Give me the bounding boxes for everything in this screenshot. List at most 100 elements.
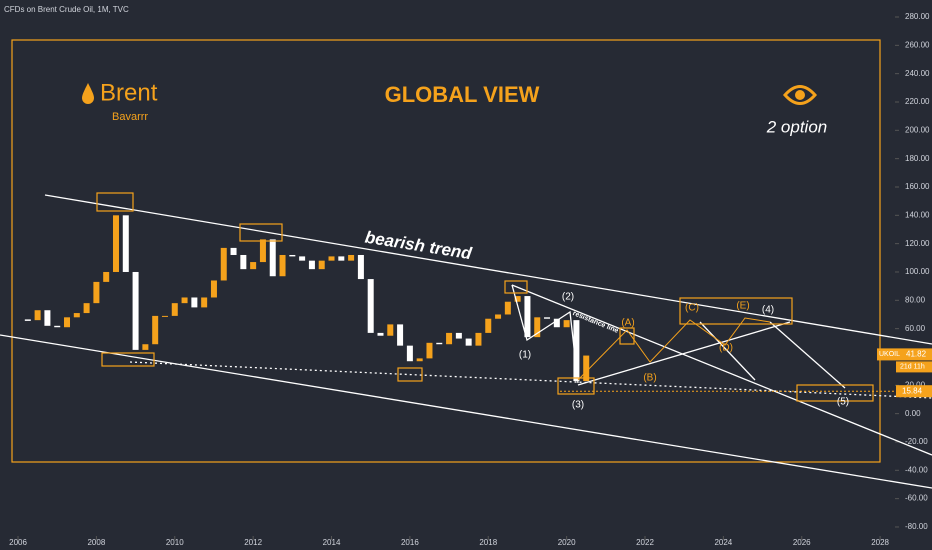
candle <box>436 342 443 345</box>
y-tick-label: 60.00 <box>905 324 926 333</box>
highlight-box <box>557 377 595 395</box>
candle <box>269 239 276 277</box>
candle <box>201 297 208 308</box>
candle <box>171 303 178 316</box>
trend-line <box>0 334 932 489</box>
wave-label: (3) <box>572 400 584 411</box>
candle <box>230 247 237 255</box>
x-tick-label: 2022 <box>636 538 654 547</box>
candle <box>73 313 80 318</box>
x-tick-label: 2016 <box>401 538 419 547</box>
eye-icon <box>782 85 818 105</box>
candle <box>122 215 129 272</box>
candle <box>475 332 482 346</box>
candle <box>289 254 296 257</box>
candle <box>328 256 335 261</box>
candle <box>44 310 51 326</box>
x-tick-label: 2008 <box>87 538 105 547</box>
candle <box>397 324 404 346</box>
candle <box>455 332 462 339</box>
wave-path <box>511 284 579 384</box>
y-tick-label: -40.00 <box>905 465 928 474</box>
candle <box>367 279 374 333</box>
chart-title: GLOBAL VIEW <box>385 82 540 107</box>
y-tick-label: 280.00 <box>905 12 930 21</box>
arrow <box>769 321 846 389</box>
candle <box>112 215 119 272</box>
candle <box>259 239 266 263</box>
candle <box>387 324 394 336</box>
wave-label: (B) <box>643 373 656 384</box>
candle <box>240 254 247 270</box>
highlight-box <box>397 367 423 382</box>
highlight-box <box>96 192 134 212</box>
y-tick-label: 0.00 <box>905 409 921 418</box>
x-tick-label: 2010 <box>166 538 184 547</box>
option-label: 2 option <box>766 117 828 136</box>
candle <box>181 297 188 304</box>
candle <box>524 296 531 338</box>
eye-icon <box>795 90 805 100</box>
candle <box>132 271 139 350</box>
y-tick-label: -80.00 <box>905 522 928 531</box>
wave-label: (E) <box>736 301 749 312</box>
symbol-name: Brent <box>100 79 158 106</box>
symbol-label: UKOIL <box>879 351 900 358</box>
candle <box>553 318 560 328</box>
price-label-bg <box>896 385 932 398</box>
candle <box>299 256 306 261</box>
candle <box>544 317 551 319</box>
drawings <box>0 39 932 489</box>
candle <box>406 345 413 362</box>
highlight-box <box>796 384 874 402</box>
x-tick-label: 2006 <box>9 538 27 547</box>
y-tick-label: 200.00 <box>905 125 930 134</box>
wave-path <box>577 317 771 381</box>
candle <box>210 280 217 298</box>
y-tick-label: 180.00 <box>905 154 930 163</box>
highlight-box <box>619 327 635 345</box>
last-price-label: 41.82 <box>906 350 927 359</box>
grid <box>17 16 899 540</box>
candle <box>318 260 325 270</box>
candle <box>357 254 364 280</box>
y-tick-label: 160.00 <box>905 182 930 191</box>
candle <box>514 296 521 302</box>
candle <box>103 271 110 282</box>
highlight-box <box>239 223 283 242</box>
candle <box>34 310 41 321</box>
candle <box>142 344 149 350</box>
y-tick-label: 80.00 <box>905 295 926 304</box>
y-tick-label: 260.00 <box>905 40 930 49</box>
wave-label: (5) <box>837 397 849 408</box>
support-price-label: 15.84 <box>902 386 923 395</box>
wave-label: (C) <box>685 303 699 314</box>
candle <box>64 317 71 328</box>
price-labels: 280.00 260.00 240.00 220.00 200.00 180.00 160.… <box>9 12 932 547</box>
highlight-box <box>504 280 528 294</box>
candle <box>465 338 472 346</box>
candle <box>534 317 541 338</box>
wave-label: (1) <box>519 350 531 361</box>
countdown-label: 21d 11h <box>900 364 925 371</box>
candle <box>573 320 580 382</box>
header: CFDs on Brent Crude Oil, 1M, TVC <box>4 5 129 14</box>
candle <box>495 314 502 319</box>
x-tick-label: 2028 <box>871 538 889 547</box>
x-tick-label: 2018 <box>479 538 497 547</box>
x-tick-label: 2020 <box>558 538 576 547</box>
x-tick-label: 2012 <box>244 538 262 547</box>
candle <box>416 358 423 362</box>
candle <box>152 315 159 345</box>
x-tick-label: 2024 <box>714 538 732 547</box>
y-tick-label: -20.00 <box>905 437 928 446</box>
candle <box>250 262 257 270</box>
candle <box>191 297 198 308</box>
candle <box>161 315 168 317</box>
price-label-bg <box>896 361 932 373</box>
candle <box>377 332 384 336</box>
candle <box>348 254 355 261</box>
highlight-box <box>679 297 793 325</box>
